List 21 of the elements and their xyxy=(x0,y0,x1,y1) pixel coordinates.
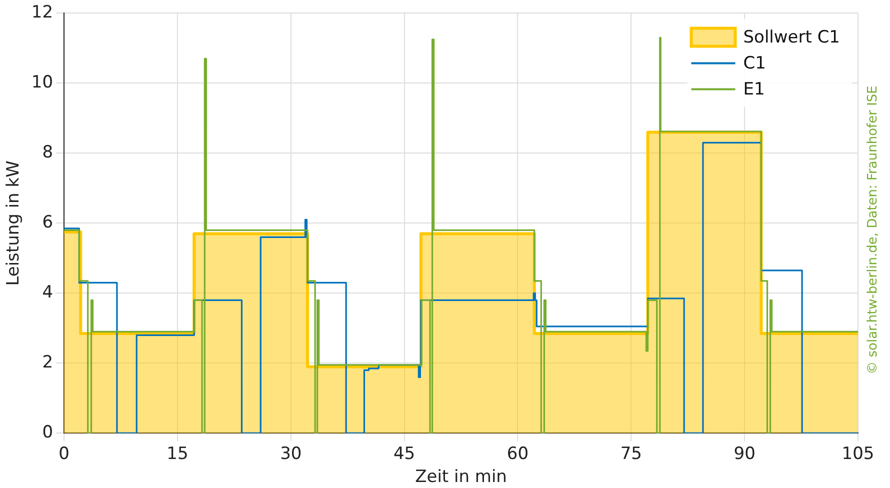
legend-label: C1 xyxy=(743,54,766,74)
y-tick-label: 0 xyxy=(42,422,54,443)
y-tick-label: 2 xyxy=(42,352,54,373)
x-axis-title: Zeit in min xyxy=(415,467,507,488)
legend-label: E1 xyxy=(743,80,765,100)
y-tick-label: 6 xyxy=(42,212,54,233)
legend-label: Sollwert C1 xyxy=(743,28,840,48)
y-axis-title: Leistung in kW xyxy=(4,160,24,286)
x-tick-label: 60 xyxy=(506,444,529,464)
x-tick-label: 75 xyxy=(620,444,642,464)
y-tick-label: 8 xyxy=(42,142,54,163)
y-tick-label: 4 xyxy=(42,282,54,303)
y-tick-label: 12 xyxy=(31,2,54,23)
x-tick-label: 105 xyxy=(842,444,874,464)
x-tick-label: 0 xyxy=(58,444,70,464)
x-tick-label: 90 xyxy=(734,444,756,464)
x-tick-label: 15 xyxy=(166,444,188,464)
x-tick-label: 30 xyxy=(280,444,302,464)
text: © solar.htw-berlin.de, Daten: Fraunhofer ISE xyxy=(866,86,880,374)
y-tick-label: 10 xyxy=(31,72,54,93)
x-tick-label: 45 xyxy=(393,444,416,464)
